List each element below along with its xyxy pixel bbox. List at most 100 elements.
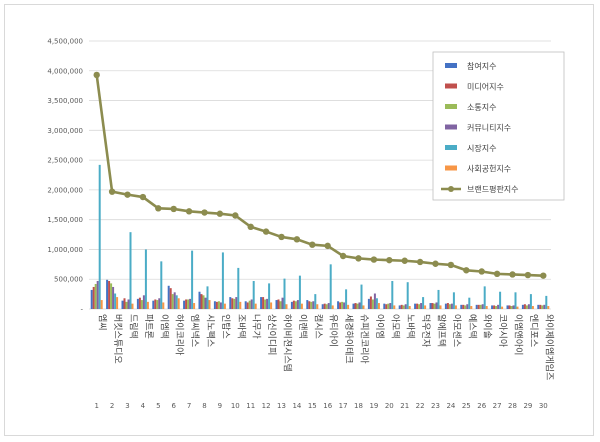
x-category-label: 하이비젼시스템 bbox=[282, 314, 294, 372]
bar bbox=[204, 297, 207, 309]
x-rank-label: 26 bbox=[477, 402, 486, 410]
bar bbox=[158, 298, 161, 309]
bar bbox=[217, 301, 220, 309]
x-category-label: 드림텍 bbox=[128, 314, 140, 339]
bar bbox=[508, 305, 511, 309]
bar bbox=[142, 295, 145, 309]
bar bbox=[406, 282, 409, 309]
bar bbox=[422, 297, 425, 309]
bar bbox=[398, 305, 401, 309]
bar bbox=[127, 299, 130, 309]
y-tick-label: 4,000,000 bbox=[47, 67, 83, 75]
bar bbox=[375, 298, 378, 309]
x-rank-label: 20 bbox=[385, 402, 394, 410]
x-category-label: 코아시아 bbox=[497, 314, 508, 348]
x-category-label: 나무가 bbox=[251, 314, 262, 339]
brand-index-point bbox=[324, 242, 331, 250]
bar bbox=[175, 295, 178, 309]
y-tick-label: 2,500,000 bbox=[47, 157, 83, 165]
x-rank-label: 19 bbox=[369, 402, 378, 410]
y-tick-label: - bbox=[80, 306, 83, 314]
bar bbox=[264, 299, 267, 309]
bar bbox=[343, 302, 346, 309]
y-tick-label: 4,500,000 bbox=[47, 38, 83, 46]
bar bbox=[345, 289, 348, 309]
brand-index-point bbox=[124, 191, 131, 198]
bar bbox=[493, 305, 496, 309]
y-tick-label: 3,500,000 bbox=[47, 97, 83, 105]
brand-index-point bbox=[155, 205, 162, 212]
x-rank-label: 14 bbox=[292, 402, 301, 410]
bar bbox=[202, 295, 205, 309]
brand-index-point bbox=[447, 261, 455, 269]
bar bbox=[525, 305, 528, 309]
x-rank-label: 6 bbox=[171, 402, 176, 410]
bar bbox=[285, 304, 288, 309]
bar bbox=[418, 304, 421, 309]
bar bbox=[529, 294, 532, 309]
bar bbox=[140, 300, 143, 309]
x-rank-label: 25 bbox=[462, 402, 471, 410]
bar bbox=[314, 294, 317, 309]
bar bbox=[162, 302, 165, 309]
legend-label: 참여지수 bbox=[467, 61, 496, 71]
bar bbox=[501, 306, 504, 309]
legend-swatch bbox=[445, 63, 457, 68]
bar bbox=[448, 304, 451, 309]
x-rank-label: 2 bbox=[110, 402, 114, 410]
bar bbox=[233, 298, 236, 309]
brand-index-point bbox=[355, 255, 362, 262]
x-category-label: 이랜텍 bbox=[297, 314, 308, 339]
bar bbox=[189, 298, 192, 309]
brand-index-point bbox=[232, 212, 239, 219]
x-category-label: 상신이디피 bbox=[266, 314, 277, 355]
brand-index-point bbox=[478, 268, 485, 275]
bar bbox=[352, 303, 355, 309]
x-category-label: 파트론 bbox=[143, 314, 154, 339]
bar bbox=[298, 275, 301, 309]
x-rank-label: 17 bbox=[339, 402, 348, 410]
bar bbox=[433, 303, 436, 309]
bar bbox=[362, 305, 365, 309]
bar bbox=[114, 293, 117, 309]
legend-label: 소통지수 bbox=[467, 103, 496, 112]
x-category-label: 엠씨 bbox=[97, 314, 109, 331]
x-category-label: 버킷스튜디오 bbox=[112, 314, 124, 364]
x-category-label: 이엠앤아이 bbox=[513, 314, 525, 355]
bar bbox=[404, 304, 407, 309]
bar bbox=[283, 278, 286, 309]
bar bbox=[400, 304, 403, 309]
bar bbox=[527, 304, 530, 309]
bar bbox=[108, 281, 111, 309]
bar bbox=[268, 283, 271, 309]
bar bbox=[292, 300, 295, 309]
bar bbox=[110, 283, 113, 309]
bar bbox=[485, 306, 488, 309]
x-rank-label: 10 bbox=[231, 402, 240, 410]
x-category-label: 알에프텍 bbox=[436, 314, 447, 347]
bar bbox=[100, 300, 103, 309]
bar bbox=[246, 302, 249, 309]
y-tick-label: 500,000 bbox=[54, 276, 83, 284]
bar bbox=[499, 291, 502, 309]
bar bbox=[495, 306, 498, 309]
bar bbox=[223, 303, 226, 309]
bar bbox=[347, 304, 350, 309]
bar bbox=[160, 261, 163, 309]
bar bbox=[325, 304, 328, 309]
bar bbox=[545, 295, 548, 309]
bar bbox=[360, 284, 363, 309]
bar bbox=[460, 304, 463, 309]
brand-index-point bbox=[278, 233, 285, 241]
bar bbox=[327, 303, 330, 309]
x-category-label: 캠시스 bbox=[312, 314, 324, 339]
bar bbox=[300, 303, 303, 309]
bar bbox=[296, 300, 299, 309]
bar bbox=[277, 299, 280, 309]
bar bbox=[414, 303, 417, 309]
bar bbox=[169, 288, 172, 309]
x-category-label: 덕우전자 bbox=[420, 314, 431, 348]
x-category-label: 와이제이엠게임즈 bbox=[543, 314, 555, 380]
legend-label: 커뮤니티지수 bbox=[467, 123, 511, 133]
bar bbox=[537, 304, 540, 309]
